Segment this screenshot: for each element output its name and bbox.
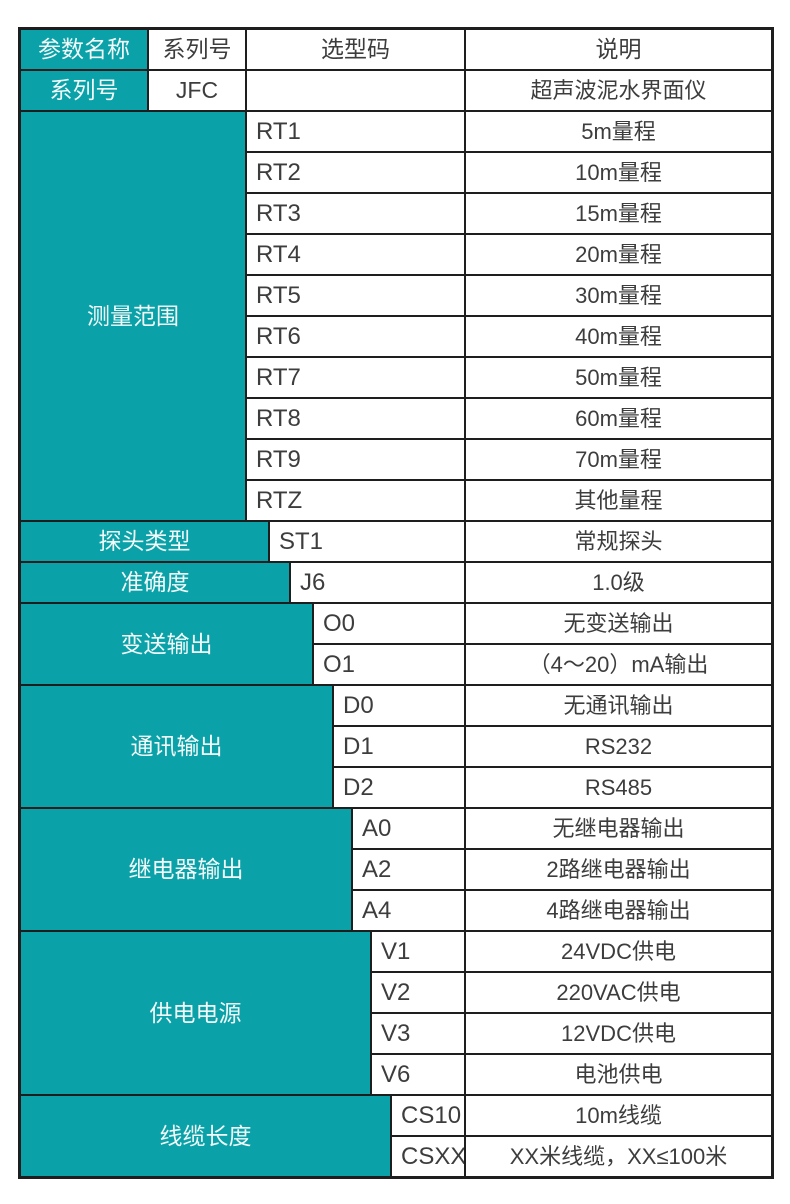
code-cell: RT4 [247,235,464,274]
code-cell: O1 [314,645,464,684]
desc-cell: RS485 [466,768,771,807]
section-label-communication-output: 通讯输出 [21,686,332,807]
desc-cell: 40m量程 [466,317,771,356]
code-cell: V1 [372,932,464,971]
desc-cell: 220VAC供电 [466,973,771,1012]
desc-cell: 1.0级 [466,563,771,602]
desc-cell: 24VDC供电 [466,932,771,971]
desc-cell: 无继电器输出 [466,809,771,848]
code-cell: A0 [353,809,464,848]
code-cell: D2 [334,768,464,807]
series-row-empty-code [247,71,464,110]
code-cell: A4 [353,891,464,930]
desc-cell: 无通讯输出 [466,686,771,725]
section-label-measuring-range: 测量范围 [21,112,245,520]
section-label-probe-type: 探头类型 [21,522,268,561]
series-row-code: JFC [149,71,245,110]
code-cell: RT7 [247,358,464,397]
desc-cell: 其他量程 [466,481,771,520]
code-cell: D0 [334,686,464,725]
desc-cell: 10m线缆 [466,1096,771,1135]
code-cell: V6 [372,1055,464,1094]
desc-cell: 70m量程 [466,440,771,479]
section-label-cable-length: 线缆长度 [21,1096,390,1176]
desc-cell: 12VDC供电 [466,1014,771,1053]
desc-cell: 无变送输出 [466,604,771,643]
code-cell: A2 [353,850,464,889]
code-cell: CSXX [392,1137,464,1176]
desc-cell: 10m量程 [466,153,771,192]
desc-cell: 50m量程 [466,358,771,397]
series-row-description: 超声波泥水界面仪 [466,71,771,110]
code-cell: V2 [372,973,464,1012]
desc-cell: 20m量程 [466,235,771,274]
code-cell: V3 [372,1014,464,1053]
code-cell: J6 [291,563,464,602]
code-cell: RT6 [247,317,464,356]
code-cell: RT9 [247,440,464,479]
code-cell: O0 [314,604,464,643]
desc-cell: 4路继电器输出 [466,891,771,930]
code-cell: RT5 [247,276,464,315]
desc-cell: 5m量程 [466,112,771,151]
code-cell: RTZ [247,481,464,520]
desc-cell: 电池供电 [466,1055,771,1094]
section-label-power-supply: 供电电源 [21,932,370,1094]
header-param-name: 参数名称 [21,30,147,69]
section-label-relay-output: 继电器输出 [21,809,351,930]
section-label-accuracy: 准确度 [21,563,289,602]
code-cell: RT8 [247,399,464,438]
desc-cell: 2路继电器输出 [466,850,771,889]
desc-cell: 15m量程 [466,194,771,233]
desc-cell: 60m量程 [466,399,771,438]
code-cell: RT3 [247,194,464,233]
code-cell: CS10 [392,1096,464,1135]
code-cell: RT1 [247,112,464,151]
header-series-no: 系列号 [149,30,245,69]
desc-cell: 常规探头 [466,522,771,561]
desc-cell: 30m量程 [466,276,771,315]
series-row-label: 系列号 [21,71,147,110]
section-label-transmitter-output: 变送输出 [21,604,312,684]
header-selection-code: 选型码 [247,30,464,69]
desc-cell: XX米线缆，XX≤100米 [466,1137,771,1176]
selection-code-table: 参数名称 系列号 选型码 说明 系列号 JFC 超声波泥水界面仪 测量范围 RT… [18,27,774,1179]
code-cell: RT2 [247,153,464,192]
desc-cell: （4～20）mA输出 [466,645,771,684]
code-cell: ST1 [270,522,464,561]
header-description: 说明 [466,30,771,69]
desc-cell: RS232 [466,727,771,766]
code-cell: D1 [334,727,464,766]
